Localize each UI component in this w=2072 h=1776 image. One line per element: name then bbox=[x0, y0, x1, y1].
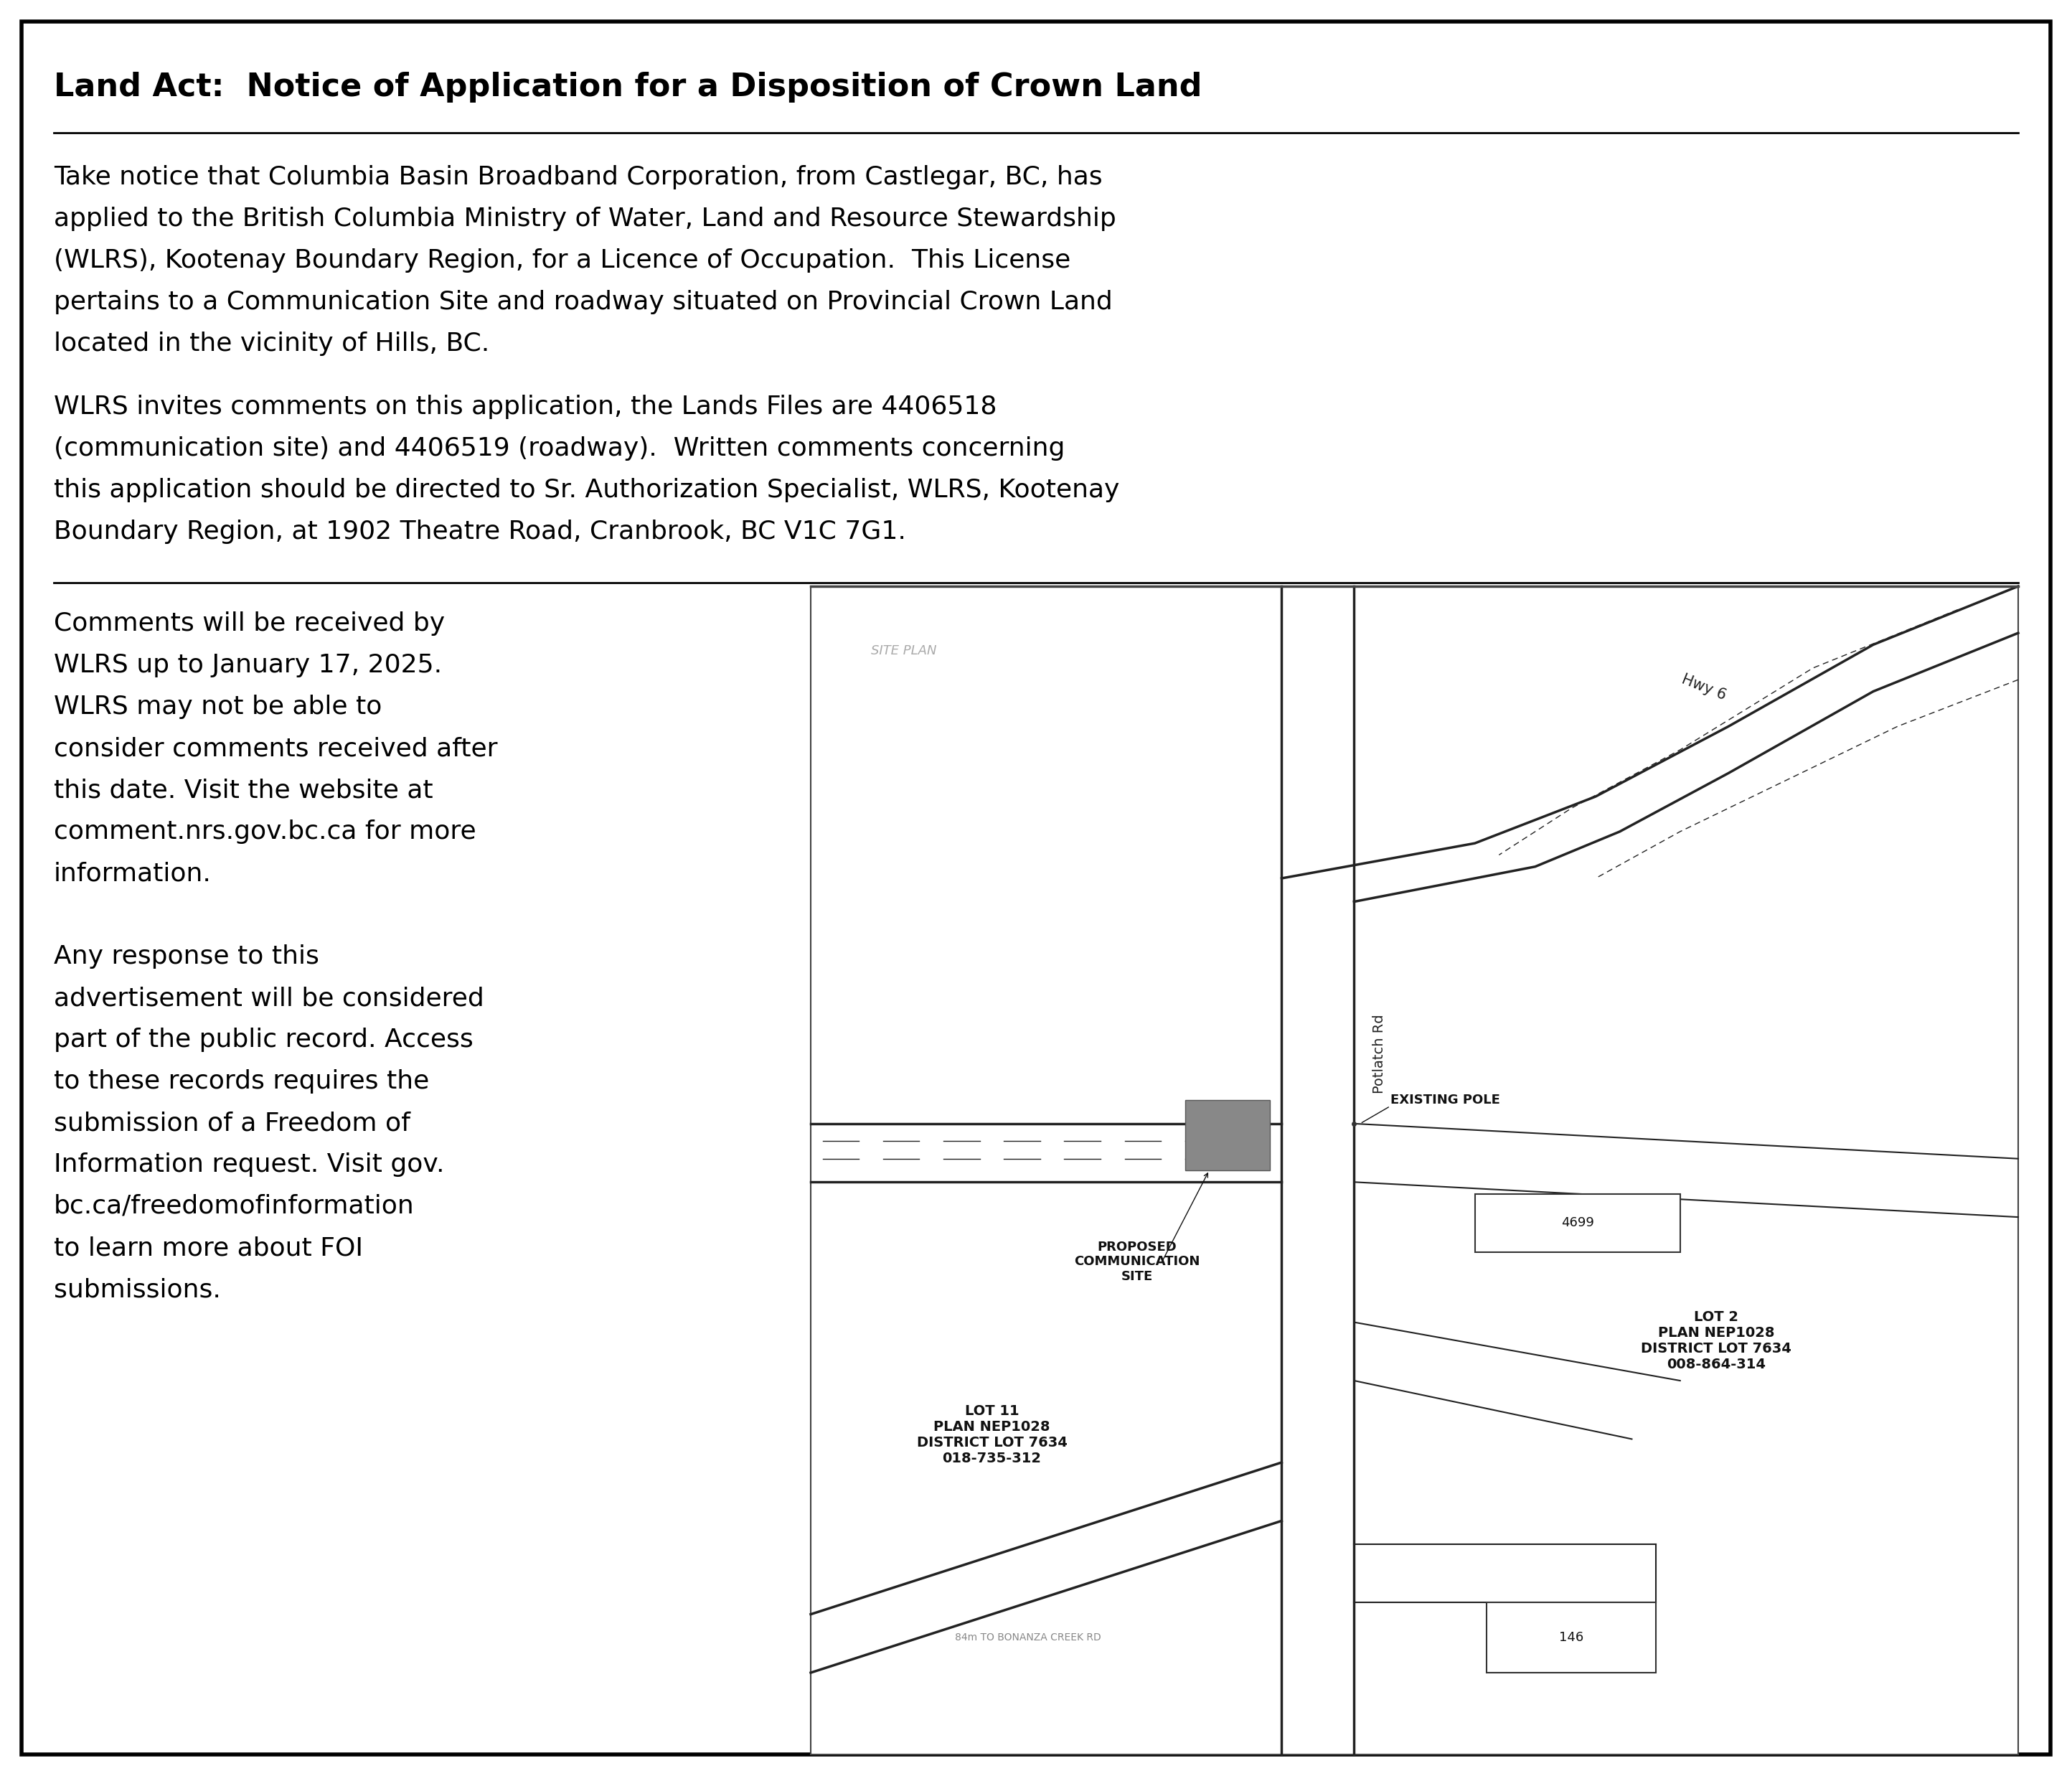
Text: 146: 146 bbox=[1558, 1630, 1583, 1645]
Text: located in the vicinity of Hills, BC.: located in the vicinity of Hills, BC. bbox=[54, 332, 489, 355]
Text: EXISTING POLE: EXISTING POLE bbox=[1390, 1094, 1500, 1106]
Text: submissions.: submissions. bbox=[54, 1277, 222, 1302]
Text: WLRS up to January 17, 2025.: WLRS up to January 17, 2025. bbox=[54, 654, 441, 677]
Text: Information request. Visit gov.: Information request. Visit gov. bbox=[54, 1153, 445, 1177]
Text: Potlatch Rd: Potlatch Rd bbox=[1372, 1014, 1386, 1094]
Text: consider comments received after: consider comments received after bbox=[54, 737, 497, 760]
Text: LOT 11
PLAN NEP1028
DISTRICT LOT 7634
018-735-312: LOT 11 PLAN NEP1028 DISTRICT LOT 7634 01… bbox=[916, 1405, 1067, 1465]
Text: (communication site) and 4406519 (roadway).  Written comments concerning: (communication site) and 4406519 (roadwa… bbox=[54, 437, 1065, 460]
Text: to learn more about FOI: to learn more about FOI bbox=[54, 1236, 363, 1259]
Text: Comments will be received by: Comments will be received by bbox=[54, 611, 445, 636]
Text: WLRS invites comments on this application, the Lands Files are 4406518: WLRS invites comments on this applicatio… bbox=[54, 394, 997, 419]
Text: advertisement will be considered: advertisement will be considered bbox=[54, 986, 485, 1011]
Text: Hwy 6: Hwy 6 bbox=[1680, 673, 1728, 703]
Text: pertains to a Communication Site and roadway situated on Provincial Crown Land: pertains to a Communication Site and roa… bbox=[54, 289, 1113, 314]
Text: 84m TO BONANZA CREEK RD: 84m TO BONANZA CREEK RD bbox=[955, 1632, 1100, 1643]
Text: PROPOSED
COMMUNICATION
SITE: PROPOSED COMMUNICATION SITE bbox=[1073, 1240, 1200, 1284]
Text: this application should be directed to Sr. Authorization Specialist, WLRS, Koote: this application should be directed to S… bbox=[54, 478, 1119, 503]
Bar bbox=[810, 586, 2018, 1755]
Text: this date. Visit the website at: this date. Visit the website at bbox=[54, 778, 433, 803]
Text: WLRS may not be able to: WLRS may not be able to bbox=[54, 694, 381, 719]
Bar bbox=[1475, 1193, 1680, 1252]
Text: part of the public record. Access: part of the public record. Access bbox=[54, 1028, 472, 1051]
Text: LOT 2
PLAN NEP1028
DISTRICT LOT 7634
008-864-314: LOT 2 PLAN NEP1028 DISTRICT LOT 7634 008… bbox=[1641, 1311, 1792, 1371]
Bar bbox=[1185, 1101, 1270, 1170]
Text: comment.nrs.gov.bc.ca for more: comment.nrs.gov.bc.ca for more bbox=[54, 819, 477, 844]
Text: applied to the British Columbia Ministry of Water, Land and Resource Stewardship: applied to the British Columbia Ministry… bbox=[54, 206, 1117, 231]
Text: submission of a Freedom of: submission of a Freedom of bbox=[54, 1110, 410, 1135]
Text: Boundary Region, at 1902 Theatre Road, Cranbrook, BC V1C 7G1.: Boundary Region, at 1902 Theatre Road, C… bbox=[54, 520, 905, 543]
Text: 4699: 4699 bbox=[1560, 1217, 1593, 1229]
Text: Take notice that Columbia Basin Broadband Corporation, from Castlegar, BC, has: Take notice that Columbia Basin Broadban… bbox=[54, 165, 1102, 190]
Text: to these records requires the: to these records requires the bbox=[54, 1069, 429, 1094]
Text: information.: information. bbox=[54, 861, 211, 886]
Text: Land Act:  Notice of Application for a Disposition of Crown Land: Land Act: Notice of Application for a Di… bbox=[54, 71, 1202, 103]
Text: SITE PLAN: SITE PLAN bbox=[870, 645, 937, 657]
Text: Any response to this: Any response to this bbox=[54, 945, 319, 968]
Text: bc.ca/freedomofinformation: bc.ca/freedomofinformation bbox=[54, 1193, 414, 1218]
Text: (WLRS), Kootenay Boundary Region, for a Licence of Occupation.  This License: (WLRS), Kootenay Boundary Region, for a … bbox=[54, 249, 1071, 274]
Bar bbox=[1488, 1602, 1656, 1673]
